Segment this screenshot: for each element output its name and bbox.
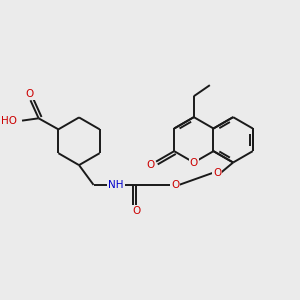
Text: HO: HO [1,116,17,126]
Text: O: O [213,168,221,178]
Text: O: O [26,89,34,100]
Text: O: O [132,206,140,216]
Text: O: O [171,180,179,190]
Text: O: O [146,160,155,170]
Text: NH: NH [108,180,124,190]
Text: O: O [190,158,198,167]
